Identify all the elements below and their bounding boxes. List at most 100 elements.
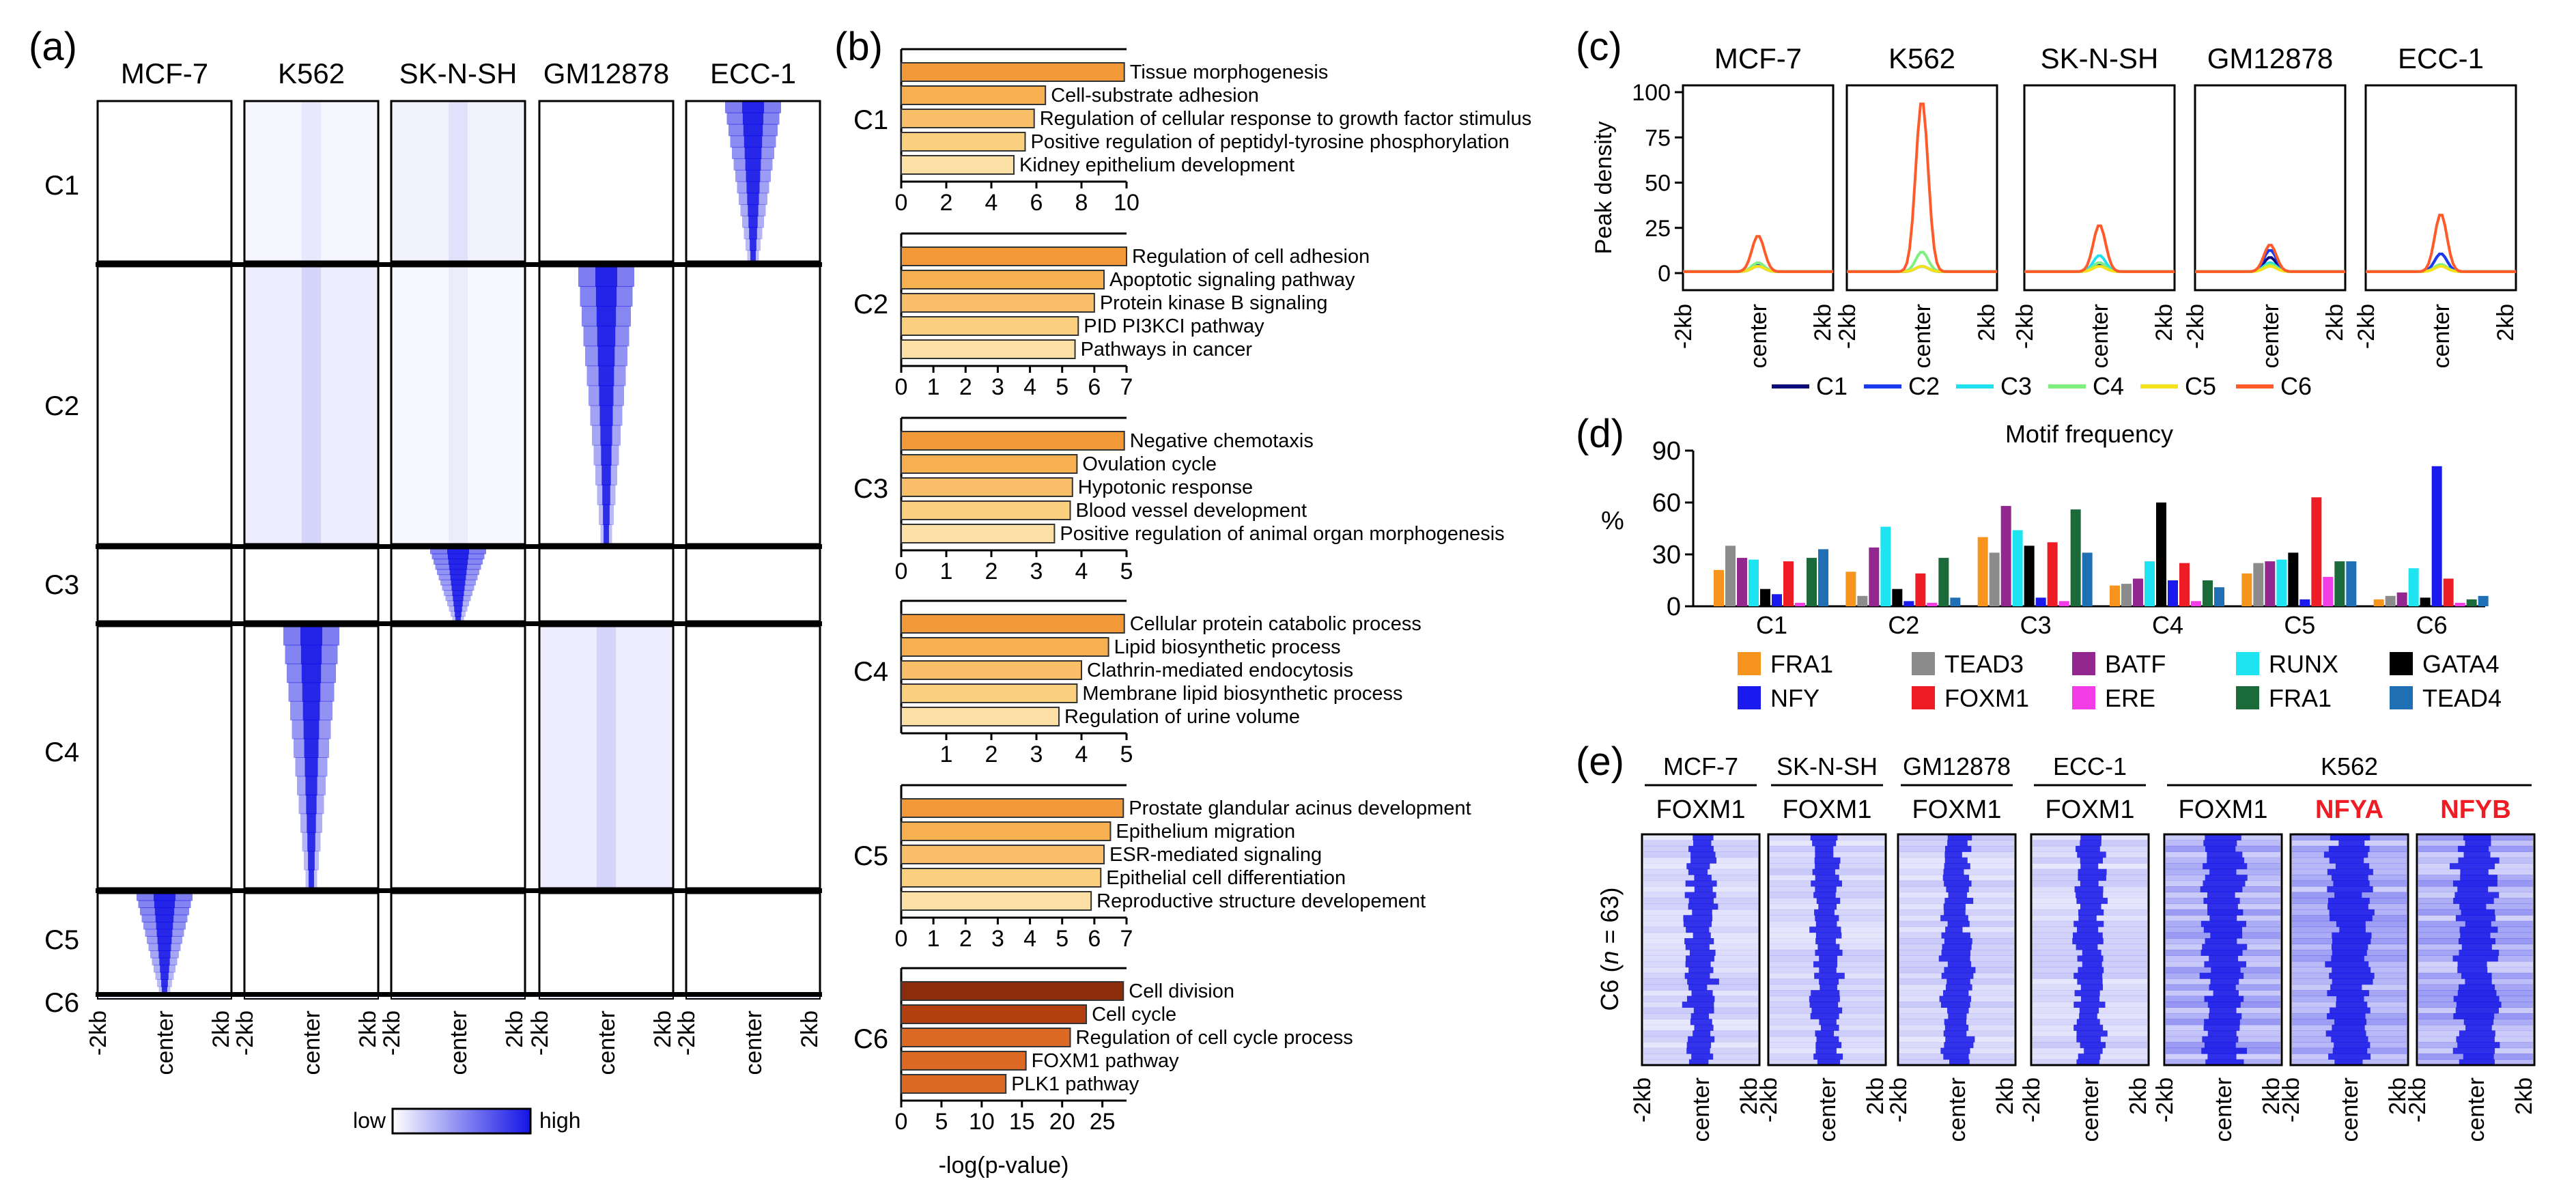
heatmap-block-bg xyxy=(244,893,378,993)
panel-e-cell-line-label: SK-N-SH xyxy=(1777,752,1878,780)
panel-e-row-signal xyxy=(2332,938,2371,945)
panel-e-row-signal xyxy=(1685,944,1710,950)
panel-e-x-tick: -2kb xyxy=(2278,1077,2304,1122)
panel-e-row-signal xyxy=(1944,938,1972,945)
panel-e-row-signal xyxy=(1812,840,1837,847)
panel-e-row-signal xyxy=(2202,944,2248,950)
heatmap-block-bg xyxy=(391,101,525,261)
panel-e-row-signal xyxy=(1694,1024,1714,1031)
heatmap-signal-core xyxy=(750,238,756,251)
panel-e-row-signal xyxy=(2080,880,2099,887)
heatmap-background-signal xyxy=(393,101,524,261)
go-term-label: Cell-substrate adhesion xyxy=(1051,85,1259,107)
panel-e-row-signal xyxy=(1947,1007,1969,1014)
panel-e-row-signal xyxy=(1688,1059,1709,1066)
heatmap-block-bg xyxy=(539,626,673,888)
panel-e-row-signal xyxy=(1688,1036,1715,1043)
go-term-label: Epithelium migration xyxy=(1116,821,1295,843)
panel-d-title: Motif frequency xyxy=(2005,420,2173,448)
heatmap-signal-core xyxy=(300,645,322,664)
panel-e-row-signal xyxy=(2076,1059,2099,1066)
go-bar xyxy=(901,293,1095,313)
panel-c-x-tick: center xyxy=(1746,304,1772,369)
panel-e-row-signal xyxy=(2457,1042,2500,1049)
panel-d-legend-swatch xyxy=(1912,652,1935,675)
motif-bar xyxy=(1818,549,1828,606)
panel-e-row-signal xyxy=(1684,972,1710,979)
panel-e-row-signal xyxy=(2459,927,2498,933)
heatmap-signal-core xyxy=(746,169,761,182)
panel-e-k562-label: K562 xyxy=(2321,752,2378,780)
panel-e-row-signal xyxy=(2073,1002,2106,1008)
panel-a-x-tick: -2kb xyxy=(674,1010,700,1056)
panel-e-row-signal xyxy=(2207,903,2238,910)
heatmap-signal-core xyxy=(449,563,468,570)
motif-bar xyxy=(2024,546,2035,606)
panel-e-row-signal xyxy=(2459,1059,2495,1066)
panel-e-row-signal xyxy=(1686,995,1715,1002)
panel-e-row-signal xyxy=(2199,972,2244,979)
panel-c-peak-density: MCF-7 -2kb center 2kb K562 -2kb center 2kb SK-N-… xyxy=(1591,42,2519,400)
go-cluster-label: C5 xyxy=(853,841,888,871)
panel-label-a: (a) xyxy=(29,25,77,69)
go-bar xyxy=(901,316,1079,336)
panel-e-row-signal xyxy=(2080,903,2101,910)
panel-d-y-tick-label: 0 xyxy=(1667,593,1681,621)
panel-e-row-signal xyxy=(2076,1030,2108,1037)
panel-e-row-signal xyxy=(1943,903,1966,910)
panel-label-b: (b) xyxy=(834,25,883,69)
heatmap-signal-core xyxy=(155,914,174,922)
heatmap-block-border xyxy=(390,100,526,263)
panel-c-x-tick: -2kb xyxy=(2183,304,2209,349)
panel-e-row-signal xyxy=(1820,984,1837,991)
panel-e-row-signal xyxy=(2330,984,2362,991)
panel-c-plot-frame xyxy=(2194,84,2347,292)
panel-e-row-signal xyxy=(2211,967,2241,974)
panel-e-row-signal xyxy=(2459,984,2495,991)
panel-e-row-signal xyxy=(2077,851,2106,858)
heatmap-signal-core xyxy=(601,464,611,485)
panel-e-row-signal xyxy=(1819,955,1838,962)
panel-e-row-signal xyxy=(1684,938,1714,945)
panel-e-row-signal xyxy=(2453,995,2500,1002)
panel-e-row-signal xyxy=(1815,950,1843,956)
heatmap-signal-core xyxy=(453,595,464,602)
heatmap-signal-core xyxy=(601,444,612,466)
heatmap-block-bg xyxy=(539,548,673,621)
motif-bar xyxy=(2323,576,2334,606)
panel-e-row-signal xyxy=(1688,845,1714,852)
motif-bar xyxy=(2265,561,2276,606)
go-bar xyxy=(901,109,1035,128)
go-term-label: Lipid biosynthetic process xyxy=(1114,636,1341,658)
go-term-label: Prostate glandular acinus development xyxy=(1129,797,1471,819)
panel-e-row-signal xyxy=(1940,1002,1970,1008)
heatmap-block-bg xyxy=(686,626,820,888)
panel-e-row-signal xyxy=(1693,932,1711,939)
panel-e-heatmap-border xyxy=(1897,833,2017,1066)
heatmap-block-bg xyxy=(98,548,231,621)
panel-e-row-signal xyxy=(2204,1042,2236,1049)
go-bar xyxy=(901,339,1076,359)
panel-c-y-axis-label: Peak density xyxy=(1591,122,1617,255)
heatmap-signal-core xyxy=(307,832,315,852)
go-bar xyxy=(901,891,1092,911)
heatmap-signal-core xyxy=(303,720,320,739)
go-bar xyxy=(901,524,1056,543)
panel-c-x-tick: 2kb xyxy=(2151,304,2177,341)
panel-e-row-signal xyxy=(1810,1013,1839,1019)
panel-e-row-signal xyxy=(1686,863,1710,870)
panel-e-row-signal xyxy=(1942,875,1970,881)
panel-e-row-signal xyxy=(1813,1053,1843,1060)
go-term-label: Regulation of urine volume xyxy=(1064,706,1300,728)
panel-e-row-signal xyxy=(1944,863,1970,870)
panel-d-legend-swatch xyxy=(1738,686,1761,709)
panel-a-x-tick: center xyxy=(741,1010,767,1075)
panel-e-row-signal xyxy=(1686,1042,1712,1049)
motif-bar xyxy=(2311,497,2322,606)
panel-e-row-signal xyxy=(2207,1002,2241,1008)
heatmap-block-border xyxy=(538,100,675,263)
go-tick-label: 1 xyxy=(927,926,940,952)
panel-e-x-tick: center xyxy=(1944,1077,1970,1142)
heatmap-signal-core xyxy=(454,606,462,612)
motif-bar xyxy=(2035,597,2046,606)
